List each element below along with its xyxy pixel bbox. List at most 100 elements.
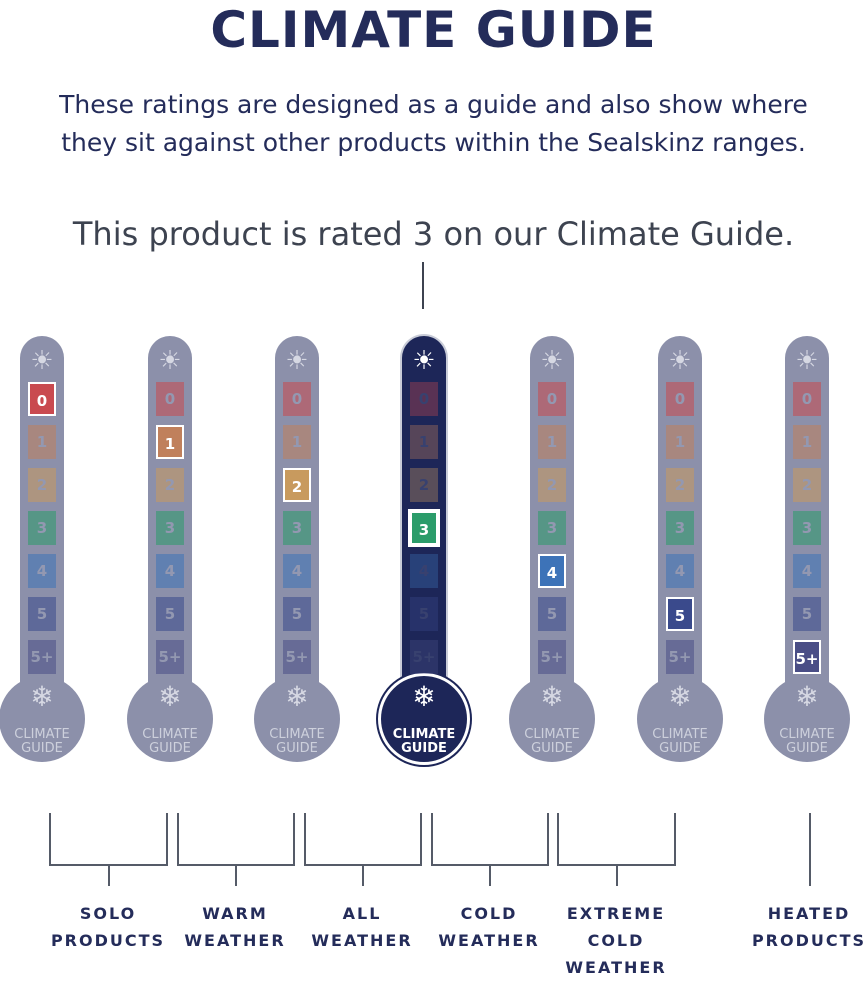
bracket-line-vertical	[293, 813, 295, 865]
bracket-line-vertical	[674, 813, 676, 865]
scale-segment-1: 1	[28, 425, 56, 459]
snowflake-icon: ❄	[158, 680, 182, 713]
bulb-label-line-1: CLIMATE	[779, 727, 835, 742]
scale-segment-0: 0	[156, 382, 184, 416]
bulb-label: CLIMATE GUIDE	[0, 728, 93, 756]
scale-segment-5plus: 5+	[793, 640, 821, 674]
category-label-0: SOLO PRODUCTS	[43, 900, 173, 954]
scale-segment-5: 5	[538, 597, 566, 631]
scale-segment-5plus: 5+	[156, 640, 184, 674]
thermometer-3: ☀ 0 1 2 3 4 5 5+ ❄ CLIMATE GUIDE	[373, 336, 475, 784]
category-label-line2: WEATHER	[311, 931, 413, 950]
bulb-label-line-1: CLIMATE	[14, 727, 70, 742]
scale-segment-5plus: 5+	[28, 640, 56, 674]
category-label-line2: WEATHER	[438, 931, 540, 950]
scale-segment-2: 2	[156, 468, 184, 502]
scale-segment-5: 5	[283, 597, 311, 631]
scale-segment-3: 3	[156, 511, 184, 545]
sun-icon: ☀	[412, 346, 436, 376]
bracket-line-vertical	[362, 864, 364, 886]
scale-segment-3: 3	[793, 511, 821, 545]
scale-segment-1: 1	[793, 425, 821, 459]
bulb-label: CLIMATE GUIDE	[629, 728, 731, 756]
category-label-line1: SOLO	[79, 904, 137, 923]
scale-segment-0: 0	[538, 382, 566, 416]
bracket-line-vertical	[616, 864, 618, 886]
bracket-line-vertical	[166, 813, 168, 865]
scale-segment-1: 1	[666, 425, 694, 459]
bracket-line-vertical	[547, 813, 549, 865]
scale-segment-3: 3	[538, 511, 566, 545]
scale-segment-4: 4	[793, 554, 821, 588]
scale-segment-3: 3	[410, 511, 438, 545]
bracket-line-vertical	[235, 864, 237, 886]
scale-segment-4: 4	[28, 554, 56, 588]
thermometer-5: ☀ 0 1 2 3 4 5 5+ ❄ CLIMATE GUIDE	[629, 336, 731, 784]
category-label-line2: WEATHER	[184, 931, 286, 950]
scale-segment-5: 5	[156, 597, 184, 631]
scale-segment-1: 1	[410, 425, 438, 459]
subtitle: These ratings are designed as a guide an…	[0, 86, 867, 162]
category-label-2: ALL WEATHER	[297, 900, 427, 954]
scale-segment-5: 5	[666, 597, 694, 631]
scale-segment-2: 2	[283, 468, 311, 502]
bulb-label-line-2: GUIDE	[659, 741, 701, 756]
thermometer-bulb	[764, 676, 850, 762]
category-label-line2: PRODUCTS	[50, 931, 166, 950]
snowflake-icon: ❄	[668, 680, 692, 713]
snowflake-icon: ❄	[795, 680, 819, 713]
thermometer-6: ☀ 0 1 2 3 4 5 5+ ❄ CLIMATE GUIDE	[756, 336, 858, 784]
rating-pointer-line	[422, 262, 424, 309]
thermometer-2: ☀ 0 1 2 3 4 5 5+ ❄ CLIMATE GUIDE	[246, 336, 348, 784]
bulb-label-line-1: CLIMATE	[142, 727, 198, 742]
thermometer-bulb	[254, 676, 340, 762]
scale-segment-2: 2	[666, 468, 694, 502]
bulb-label: CLIMATE GUIDE	[119, 728, 221, 756]
scale-segment-1: 1	[538, 425, 566, 459]
snowflake-icon: ❄	[285, 680, 309, 713]
bulb-label: CLIMATE GUIDE	[501, 728, 603, 756]
category-label-line2: PRODUCTS	[751, 931, 867, 950]
bracket-line-vertical	[304, 813, 306, 865]
scale-segment-4: 4	[538, 554, 566, 588]
category-label-3: COLD WEATHER	[424, 900, 554, 954]
scale-segment-5plus: 5+	[283, 640, 311, 674]
page-title: CLIMATE GUIDE	[210, 1, 657, 59]
bulb-label-line-2: GUIDE	[149, 741, 191, 756]
scale-segment-4: 4	[666, 554, 694, 588]
sun-icon: ☀	[285, 346, 309, 376]
scale-segment-4: 4	[283, 554, 311, 588]
bulb-label-line-2: GUIDE	[21, 741, 63, 756]
category-label-line2: COLD	[587, 931, 645, 950]
category-label-line1: COLD	[460, 904, 518, 923]
category-label-1: WARM WEATHER	[170, 900, 300, 954]
category-label-line1: EXTREME	[566, 904, 666, 923]
scale-segment-2: 2	[410, 468, 438, 502]
thermometer-4: ☀ 0 1 2 3 4 5 5+ ❄ CLIMATE GUIDE	[501, 336, 603, 784]
thermometer-bulb	[0, 676, 85, 762]
category-label-4: EXTREME COLD WEATHER	[551, 900, 681, 981]
scale-segment-0: 0	[410, 382, 438, 416]
scale-segment-5plus: 5+	[666, 640, 694, 674]
scale-segment-3: 3	[283, 511, 311, 545]
thermometer-bulb	[509, 676, 595, 762]
bulb-label: CLIMATE GUIDE	[756, 728, 858, 756]
scale-segment-0: 0	[666, 382, 694, 416]
snowflake-icon: ❄	[540, 680, 564, 713]
bracket-line-vertical	[431, 813, 433, 865]
bracket-line-vertical	[420, 813, 422, 865]
thermometer-bulb	[637, 676, 723, 762]
subtitle-line-2: they sit against other products within t…	[61, 128, 806, 157]
scale-segment-0: 0	[28, 382, 56, 416]
bulb-label-line-2: GUIDE	[276, 741, 318, 756]
bracket-line-vertical	[177, 813, 179, 865]
thermometer-1: ☀ 0 1 2 3 4 5 5+ ❄ CLIMATE GUIDE	[119, 336, 221, 784]
category-label-line1: WARM	[202, 904, 268, 923]
scale-segment-2: 2	[28, 468, 56, 502]
rating-statement: This product is rated 3 on our Climate G…	[72, 215, 795, 253]
subtitle-line-1: These ratings are designed as a guide an…	[59, 90, 808, 119]
category-label-5: HEATED PRODUCTS	[744, 900, 867, 954]
thermometer-bulb	[378, 673, 470, 765]
scale-segment-2: 2	[538, 468, 566, 502]
category-label-line3: WEATHER	[565, 958, 667, 977]
